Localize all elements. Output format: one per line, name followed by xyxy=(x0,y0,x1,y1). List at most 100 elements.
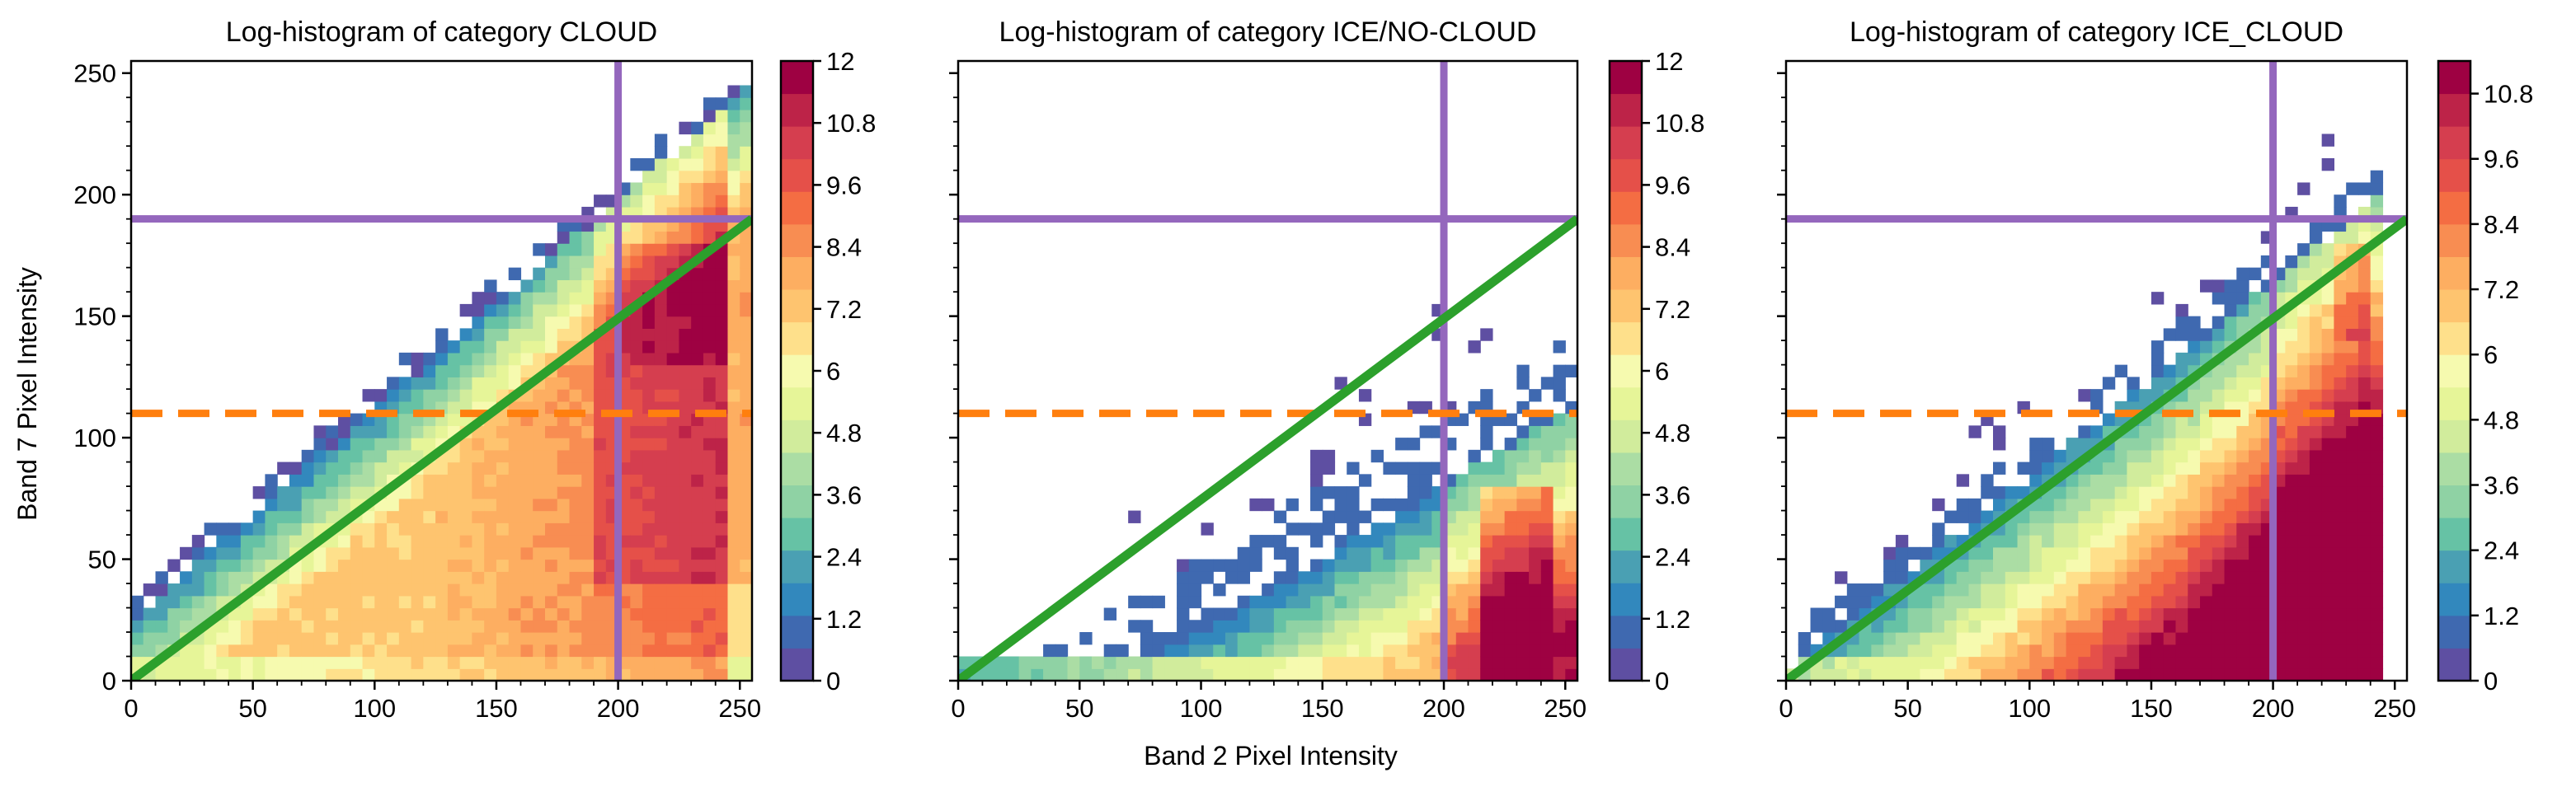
heatmap-cell xyxy=(2042,571,2055,584)
heatmap-cell xyxy=(679,595,692,609)
heatmap-cell xyxy=(2029,438,2042,451)
heatmap-cell xyxy=(630,632,643,645)
heatmap-cell xyxy=(252,656,266,669)
heatmap-cell xyxy=(2236,267,2249,281)
heatmap-cell xyxy=(1492,449,1506,463)
heatmap-cell xyxy=(2090,607,2104,621)
heatmap-cell xyxy=(1298,595,1311,609)
heatmap-cell xyxy=(1152,668,1165,681)
heatmap-cell xyxy=(350,571,364,584)
heatmap-cell xyxy=(2066,632,2079,645)
heatmap-cell xyxy=(2346,425,2359,438)
heatmap-cell xyxy=(533,316,546,329)
heatmap-cell xyxy=(411,571,424,584)
heatmap-cell xyxy=(727,656,740,669)
heatmap-cell xyxy=(1201,522,1214,536)
heatmap-cell xyxy=(2224,546,2237,560)
heatmap-cell xyxy=(2102,546,2116,560)
heatmap-cell xyxy=(2066,595,2079,609)
colorbar-segment xyxy=(2438,354,2470,388)
heatmap-cell xyxy=(411,559,424,572)
heatmap-cell xyxy=(2334,352,2347,366)
heatmap-cell xyxy=(313,498,327,512)
heatmap-cell xyxy=(1480,632,1493,645)
heatmap-cell xyxy=(727,522,740,536)
heatmap-cell xyxy=(642,364,656,377)
heatmap-cell xyxy=(1419,595,1432,609)
heatmap-cell xyxy=(2357,498,2372,512)
heatmap-cell xyxy=(2285,474,2298,487)
heatmap-cell xyxy=(435,364,449,377)
heatmap-cell xyxy=(2151,413,2165,426)
heatmap-cell xyxy=(2249,474,2262,487)
heatmap-cell xyxy=(2151,449,2165,463)
heatmap-cell xyxy=(2224,571,2237,584)
heatmap-cell xyxy=(2175,474,2188,487)
heatmap-cell xyxy=(2285,438,2298,451)
heatmap-cell xyxy=(1540,535,1554,548)
heatmap-cell xyxy=(2212,546,2226,560)
heatmap-cell xyxy=(2066,486,2079,499)
heatmap-cell xyxy=(2200,461,2213,475)
heatmap-cell xyxy=(740,170,752,184)
heatmap-cell xyxy=(1358,389,1372,402)
heatmap-cell xyxy=(1383,632,1396,645)
heatmap-cell xyxy=(715,620,729,633)
heatmap-cell xyxy=(289,498,303,512)
heatmap-cell xyxy=(691,267,704,281)
plot-frame xyxy=(1784,59,2409,682)
heatmap-cell xyxy=(740,632,752,645)
heatmap-cell xyxy=(216,620,229,633)
heatmap-cell xyxy=(740,425,752,438)
heatmap-cell xyxy=(654,243,668,256)
heatmap-cell xyxy=(1419,668,1432,681)
heatmap-cell xyxy=(581,474,595,487)
heatmap-cell xyxy=(642,461,656,475)
heatmap-cell xyxy=(2321,668,2335,681)
heatmap-cell xyxy=(520,340,534,354)
heatmap-cell xyxy=(715,97,729,110)
heatmap-cell xyxy=(654,583,668,597)
heatmap-cell xyxy=(666,255,680,269)
heatmap-cell xyxy=(1249,559,1262,572)
heatmap-cell xyxy=(228,632,242,645)
heatmap-cell xyxy=(1993,620,2006,633)
heatmap-cell xyxy=(1455,522,1469,536)
heatmap-cell xyxy=(1018,656,1032,669)
heatmap-cell xyxy=(679,316,692,329)
heatmap-cell xyxy=(2346,522,2359,536)
heatmap-cell xyxy=(727,449,740,463)
heatmap-cell xyxy=(630,279,643,293)
heatmap-cell xyxy=(350,656,364,669)
heatmap-cell xyxy=(581,461,595,475)
heatmap-cell xyxy=(703,292,717,305)
heatmap-cell xyxy=(435,656,449,669)
heatmap-cell xyxy=(666,364,680,377)
colorbar-segment xyxy=(1610,485,1642,518)
heatmap-cell xyxy=(1103,607,1117,621)
heatmap-cell xyxy=(472,607,485,621)
heatmap-cell xyxy=(1504,522,1517,536)
heatmap-cell xyxy=(1249,535,1262,548)
colorbar-segment xyxy=(1610,386,1642,420)
heatmap-cell xyxy=(1237,559,1251,572)
heatmap-cell xyxy=(338,656,351,669)
heatmap-cell xyxy=(459,632,473,645)
heatmap-cell xyxy=(2127,546,2140,560)
heatmap-cell xyxy=(2321,157,2335,171)
heatmap-cell xyxy=(2285,389,2298,402)
heatmap-cell xyxy=(2285,607,2298,621)
heatmap-cell xyxy=(545,279,558,293)
heatmap-cell xyxy=(715,157,729,171)
heatmap-cell xyxy=(1383,498,1396,512)
heatmap-cell xyxy=(508,498,522,512)
heatmap-cell xyxy=(2102,559,2116,572)
heatmap-cell xyxy=(581,620,595,633)
heatmap-cell xyxy=(1565,595,1577,609)
heatmap-cell xyxy=(703,194,717,208)
heatmap-cell xyxy=(374,595,388,609)
heatmap-cell xyxy=(2370,438,2384,451)
heatmap-cell xyxy=(2309,352,2323,366)
heatmap-cell xyxy=(727,85,740,98)
heatmap-cell xyxy=(2151,535,2165,548)
